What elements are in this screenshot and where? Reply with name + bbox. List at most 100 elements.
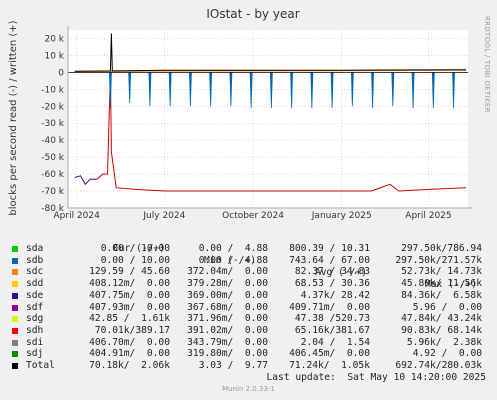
legend-avg-value: 68.53 / 30.36 — [294, 278, 370, 290]
sde-read-line — [74, 175, 97, 186]
legend-cur-value: 70.18k/ 2.06k — [89, 360, 170, 371]
munin-version-footer: Munin 2.0.33-1 — [222, 385, 275, 393]
legend-min-value: 0.00 / 4.88 — [198, 254, 268, 266]
legend-max-value: 5.96k/ 2.38k — [406, 336, 482, 348]
legend-swatch — [12, 281, 18, 288]
legend-header-cur: Cur (-/+) — [113, 243, 165, 254]
y-tick-label: -70 k — [41, 187, 65, 197]
legend-swatch — [12, 246, 18, 252]
legend-avg-value: 47.38 /520.73 — [294, 313, 370, 325]
y-tick-label: 20 k — [44, 34, 64, 44]
legend-avg-value: 82.37 / 34.83 — [294, 266, 370, 278]
legend-swatch — [12, 327, 18, 334]
y-tick-label: -30 k — [41, 119, 65, 129]
x-tick-label: April 2025 — [405, 211, 451, 221]
last-update: Last update: Sat May 10 14:20:00 2025 — [266, 372, 487, 383]
legend-name: Total — [26, 360, 55, 371]
legend-name: sdj — [26, 348, 44, 360]
legend-swatch — [12, 363, 18, 369]
legend-cur-value: 0.00 / 10.00 — [100, 243, 170, 254]
legend-max-value: 297.50k/271.57k — [395, 254, 482, 266]
legend-cur-value: 0.00 / 10.00 — [100, 254, 170, 266]
plot-area — [68, 30, 468, 208]
legend-cur-value: 404.91m/ 0.00 — [89, 348, 170, 360]
legend-swatch — [12, 292, 18, 299]
legend-max-value: 90.83k/ 68.14k — [401, 324, 482, 336]
legend-min-value: 379.28m/ 0.00 — [187, 278, 268, 290]
y-tick-label: 0 — [58, 68, 64, 78]
legend-name: sdb — [26, 254, 44, 266]
legend-cur-value: 70.01k/389.17 — [94, 324, 170, 336]
rrdtool-side-label: RRDTOOL / TOBI OETIKER — [483, 16, 491, 113]
y-axis-label: blocks per second read (-) / written (+) — [8, 20, 19, 215]
x-tick-label: October 2024 — [222, 211, 284, 221]
legend-name: sdd — [26, 278, 44, 290]
legend-max-value: 5.96 / 0.00 — [412, 301, 482, 313]
legend-row-sdb: sdb 0.00 / 10.00 0.00 / 4.88 743.64 / 67.00… — [0, 255, 497, 267]
legend-row-total: Total 70.18k/ 2.06k 3.03 / 9.77 71.24k/ 1.0… — [0, 360, 497, 372]
legend-cur-value: 406.70m/ 0.00 — [89, 336, 170, 348]
legend-name: sdf — [26, 301, 44, 313]
legend-header-max: Max (-/+) — [425, 279, 477, 290]
legend-name: sdg — [26, 313, 44, 325]
legend-max-value: 45.80k/ 11.56k — [401, 278, 482, 290]
legend-avg-value: 2.04 / 1.54 — [300, 336, 370, 348]
legend-min-value: 391.02m/ 0.00 — [187, 324, 268, 336]
y-tick-label: 10 k — [44, 51, 64, 61]
legend-row-sde: sde 407.75m/ 0.00 369.00m/ 0.00 4.37k/ 28.4… — [0, 290, 497, 302]
legend-row-sdd: sdd 408.12m/ 0.00 379.28m/ 0.00 68.53 / 30.… — [0, 278, 497, 290]
legend-row-sdj: sdj 404.91m/ 0.00 319.80m/ 0.00 406.45m/ 0.… — [0, 348, 497, 360]
sdc-write-line — [74, 69, 467, 73]
legend-name: sdi — [26, 336, 44, 348]
legend-name: sdh — [26, 324, 44, 336]
y-tick-label: -80 k — [41, 204, 65, 214]
legend-header-min: Min (-/+) — [204, 255, 256, 266]
legend-cur-value: 408.12m/ 0.00 — [89, 278, 170, 290]
legend-min-value: 3.03 / 9.77 — [198, 360, 268, 371]
legend-avg-value: 409.71m/ 0.00 — [289, 301, 370, 313]
y-tick-label: -60 k — [41, 170, 65, 180]
legend-cur-value: 42.85 / 1.61k — [89, 313, 170, 325]
legend-min-value: 0.00 / 4.88 — [198, 243, 268, 254]
legend-header-avg: Avg (-/+) — [315, 267, 367, 278]
legend-max-value: 4.92 / 0.00 — [412, 348, 482, 360]
legend-avg-value: 743.64 / 67.00 — [289, 254, 370, 266]
legend-avg-value: 65.16k/381.67 — [294, 324, 370, 336]
legend-name: sda — [26, 243, 44, 254]
legend-row-sdg: sdg 42.85 / 1.61k 371.96m/ 0.00 47.38 /520.… — [0, 313, 497, 325]
legend-min-value: 367.68m/ 0.00 — [187, 301, 268, 313]
legend-avg-value: 406.45m/ 0.00 — [289, 348, 370, 360]
legend-min-value: 343.79m/ 0.00 — [187, 336, 268, 348]
total-write-line — [74, 33, 467, 72]
legend-min-value: 369.00m/ 0.00 — [187, 289, 268, 301]
x-tick-label: January 2025 — [311, 211, 372, 221]
legend-cur-value: 129.59 / 45.60 — [89, 266, 170, 278]
legend-swatch — [12, 339, 18, 346]
legend-row-sdc: sdc 129.59 / 45.60 372.04m/ 0.00 82.37 / 34… — [0, 266, 497, 278]
legend-avg-value: 4.37k/ 28.42 — [300, 289, 370, 301]
legend-swatch — [12, 351, 18, 358]
y-tick-label: -50 k — [41, 153, 65, 163]
legend-max-value: 297.50k/786.94 — [401, 243, 482, 254]
legend-row-sdf: sdf 407.93m/ 0.00 367.68m/ 0.00 409.71m/ 0.… — [0, 302, 497, 314]
y-tick-label: -20 k — [41, 102, 65, 112]
legend-max-value: 692.74k/280.03k — [395, 360, 482, 371]
legend-cur-value: 407.93m/ 0.00 — [89, 301, 170, 313]
legend-swatch — [12, 304, 18, 311]
legend-max-value: 52.73k/ 14.73k — [401, 266, 482, 278]
y-tick-label: -40 k — [41, 136, 65, 146]
legend-min-value: 371.96m/ 0.00 — [187, 313, 268, 325]
legend-row-sda: sda 0.00 / 10.00 0.00 / 4.88 800.39 / 10.31… — [0, 243, 497, 255]
legend-swatch — [12, 269, 18, 276]
chart-title: IOstat - by year — [206, 7, 299, 21]
legend-min-value: 319.80m/ 0.00 — [187, 348, 268, 360]
legend-max-value: 47.84k/ 43.24k — [401, 313, 482, 325]
legend-row-sdh: sdh 70.01k/389.17 391.02m/ 0.00 65.16k/381.… — [0, 325, 497, 337]
legend-avg-value: 71.24k/ 1.05k — [289, 360, 370, 371]
legend-swatch — [12, 316, 18, 323]
legend-header: Cur (-/+) Min (-/+) Avg (-/+) Max (-/+) — [0, 231, 497, 290]
legend-name: sdc — [26, 266, 44, 278]
legend-row-sdi: sdi 406.70m/ 0.00 343.79m/ 0.00 2.04 / 1.54… — [0, 337, 497, 349]
legend-max-value: 84.36k/ 6.58k — [401, 289, 482, 301]
